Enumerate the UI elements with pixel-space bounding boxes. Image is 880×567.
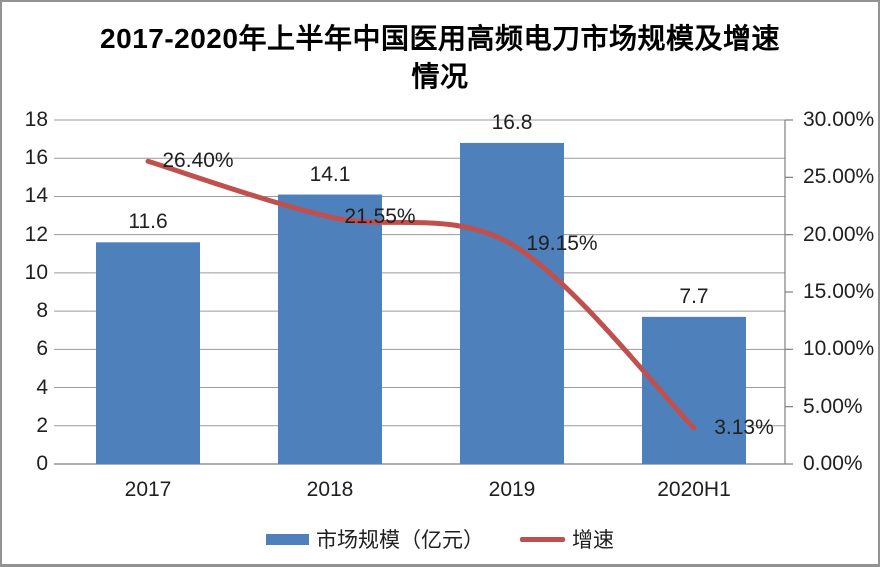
right-axis-tick-label: 30.00% [803, 108, 875, 131]
bar-value-label-2019: 16.8 [491, 110, 533, 134]
left-axis-tick-label: 16 [24, 146, 48, 170]
left-axis-tick-label: 12 [24, 222, 48, 246]
bar-value-label-2020H1: 7.7 [679, 284, 709, 308]
right-axis-tick-label: 5.00% [803, 394, 863, 418]
left-axis-tick-label: 0 [36, 452, 48, 475]
line-value-label-2020H1: 3.13% [714, 416, 774, 440]
legend-label-growth: 增速 [572, 529, 614, 552]
line-value-label-2017: 26.40% [162, 149, 234, 173]
legend-line-swatch-icon [520, 536, 565, 542]
left-axis-tick-label: 4 [36, 375, 48, 399]
left-axis-tick-label: 2 [36, 413, 48, 437]
chart-title: 2017-2020年上半年中国医用高频电刀市场规模及增速 情况 [2, 20, 878, 96]
left-axis-tick-label: 18 [24, 108, 48, 131]
bar-2018 [278, 194, 382, 465]
right-axis-tick-label: 10.00% [803, 337, 875, 361]
legend-label-market-size: 市场规模（亿元） [316, 529, 484, 552]
left-axis-tick-label: 6 [36, 337, 48, 361]
left-axis-tick-label: 14 [24, 184, 48, 208]
legend-bar-swatch-icon [266, 533, 309, 545]
right-axis-tick-label: 20.00% [803, 222, 875, 246]
growth-line [145, 158, 697, 431]
right-axis-tick-label: 25.00% [803, 165, 875, 189]
right-axis-tick-label: 15.00% [803, 280, 875, 303]
line-value-label-2018: 21.55% [344, 204, 416, 228]
bar-2019 [460, 142, 564, 464]
left-axis-tick-label: 8 [36, 299, 48, 323]
left-axis-tick-label: 10 [24, 260, 48, 284]
bar-value-label-2017: 11.6 [128, 210, 168, 234]
bar-2017 [96, 242, 200, 464]
category-label-2018: 2018 [306, 478, 354, 501]
category-label-2020H1: 2020H1 [657, 478, 731, 501]
legend: 市场规模（亿元） 增速 [2, 526, 878, 552]
right-axis-tick-label: 0.00% [803, 452, 863, 475]
category-label-2019: 2019 [488, 478, 536, 501]
line-value-label-2019: 19.15% [526, 232, 598, 256]
category-label-2017: 2017 [124, 478, 172, 501]
chart-title-line1: 2017-2020年上半年中国医用高频电刀市场规模及增速 [100, 23, 780, 54]
bar-value-label-2018: 14.1 [309, 162, 351, 186]
chart-title-line2: 情况 [411, 61, 469, 92]
